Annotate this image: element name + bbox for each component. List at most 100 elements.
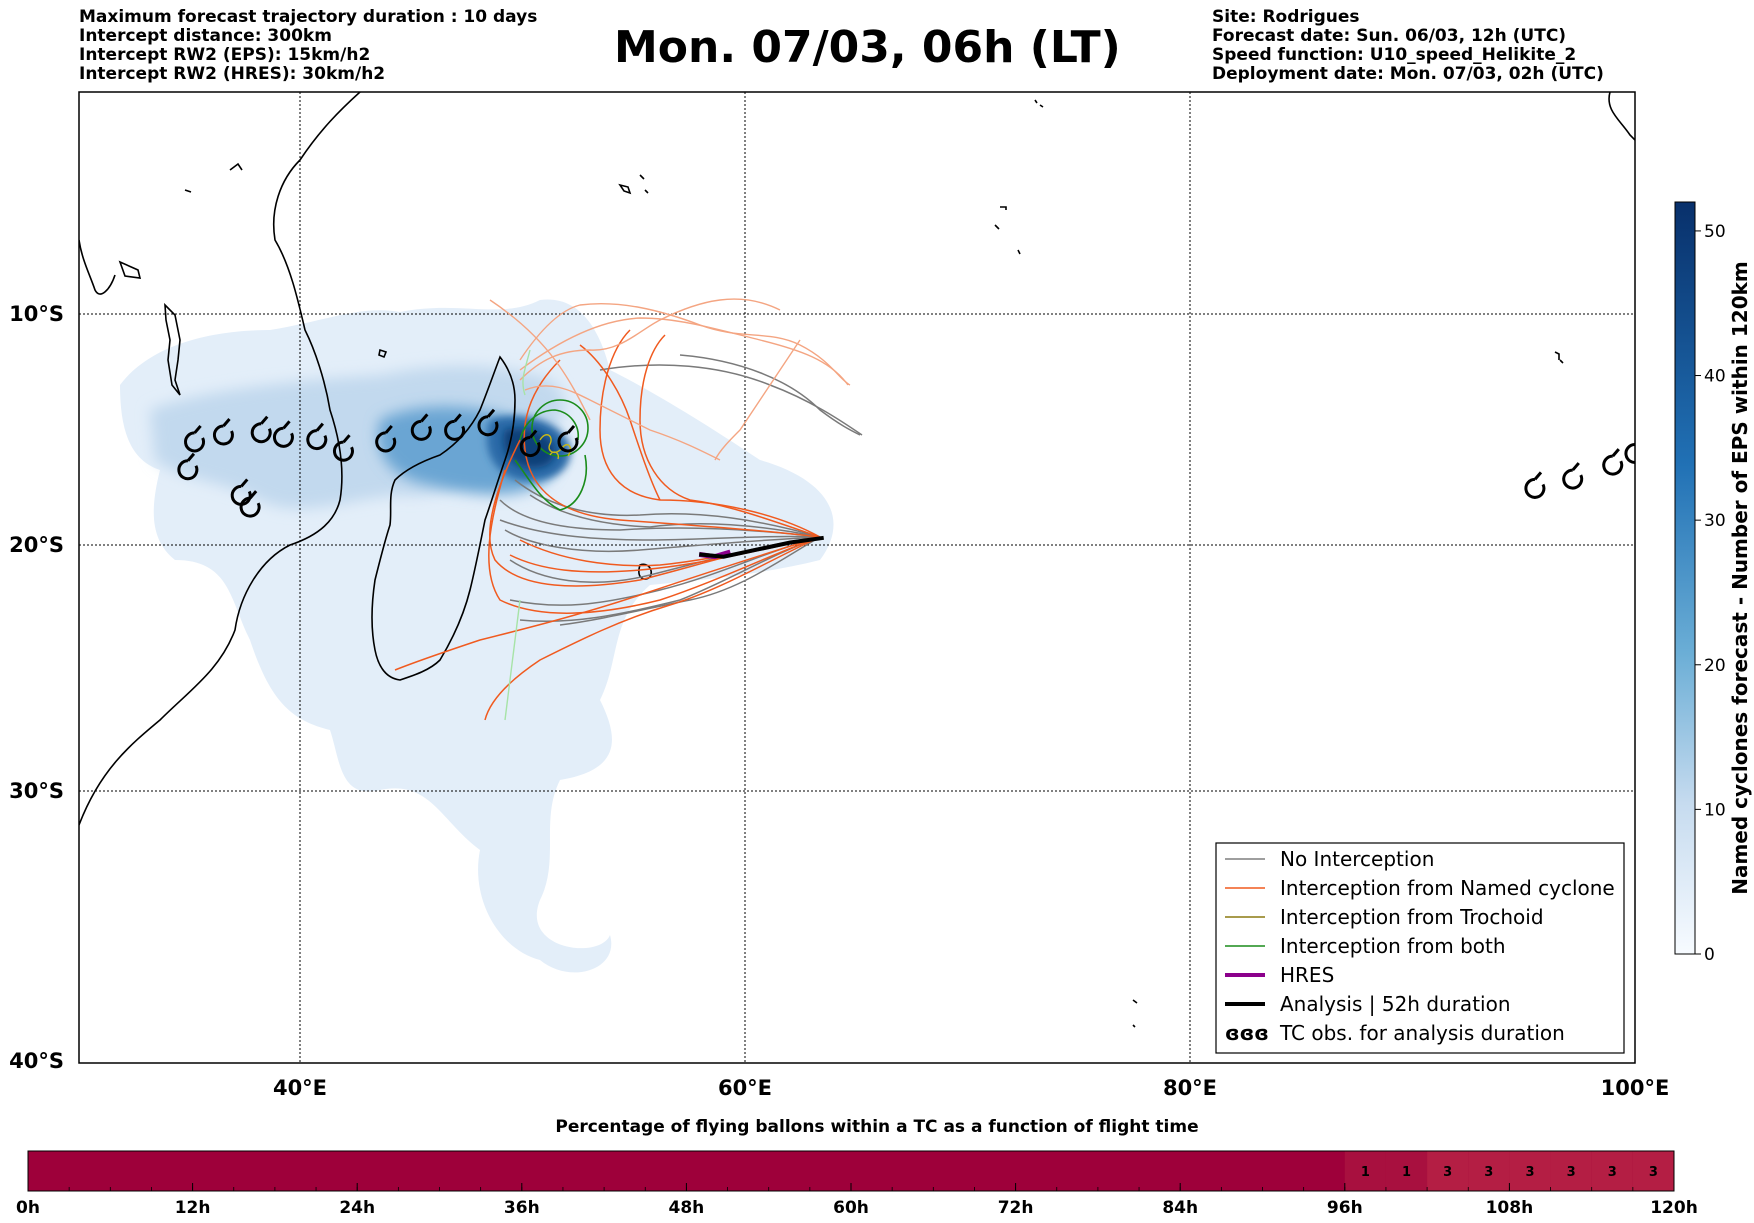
- cocos-islands: [1554, 351, 1564, 364]
- percentage-cell-label: 3: [1443, 1165, 1452, 1180]
- lat-label: 30°S: [9, 779, 64, 803]
- tc-obs-marker: [477, 408, 499, 437]
- percentage-time-label: 36h: [504, 1198, 540, 1218]
- density-peak: [503, 428, 556, 468]
- legend-label: No Interception: [1280, 847, 1434, 871]
- percentage-cell: [1385, 1151, 1428, 1191]
- analysis-track: [699, 535, 824, 559]
- header-right-line: Speed function: U10_speed_Helikite_2: [1212, 45, 1577, 65]
- colorbar-tick-label: 30: [1704, 511, 1726, 531]
- percentage-bar-cells: 1 1 3 3 3 3 3 3: [1344, 1151, 1674, 1191]
- percentage-cell-label: 1: [1361, 1165, 1370, 1180]
- page-title: Mon. 07/03, 06h (LT): [614, 22, 1121, 73]
- legend-label: Interception from Named cyclone: [1280, 876, 1615, 900]
- percentage-time-label: 72h: [998, 1198, 1034, 1218]
- colorbar: [1674, 201, 1696, 955]
- header-left: Maximum forecast trajectory duration : 1…: [79, 8, 537, 84]
- colorbar-tick-label: 50: [1704, 222, 1726, 242]
- percentage-cell: [1468, 1151, 1510, 1191]
- tc-obs-marker: [332, 434, 354, 462]
- header-left-line: Intercept distance: 300km: [79, 26, 332, 46]
- trajectories-both: [514, 399, 589, 511]
- coastal-islands: [184, 162, 243, 193]
- lake-malawi: [164, 302, 181, 396]
- amsterdam-island: [1132, 999, 1138, 1028]
- lon-label: 40°E: [273, 1076, 327, 1100]
- percentage-cell-label: 3: [1567, 1165, 1576, 1180]
- legend-label: Analysis | 52h duration: [1280, 992, 1511, 1016]
- percentage-time-label: 120h: [1650, 1198, 1698, 1218]
- percentage-cell-label: 3: [1608, 1165, 1617, 1180]
- tc-obs-marker: [184, 424, 205, 453]
- legend-label: TC obs. for analysis duration: [1279, 1021, 1565, 1045]
- percentage-cell: [1344, 1151, 1386, 1191]
- percentage-bar-title: Percentage of flying ballons within a TC…: [555, 1117, 1199, 1137]
- tc-obs-marker: [1524, 471, 1546, 499]
- coastlines: [79, 92, 1635, 1028]
- lon-label: 80°E: [1163, 1076, 1217, 1100]
- legend-box: [1215, 842, 1625, 1054]
- map-frame: [78, 91, 1636, 1064]
- colorbar-tick-label: 10: [1704, 800, 1726, 820]
- tc-obs-marker: [1562, 462, 1584, 490]
- percentage-cell-label: 3: [1525, 1165, 1534, 1180]
- percentage-bar: 1 1 3 3 3 3 3 3 0h 12h 24h 36h 48h 60h 72h 84h 96h 108h 1…: [16, 1150, 1698, 1218]
- legend-label: Interception from both: [1280, 934, 1506, 958]
- zanzibar: [118, 260, 142, 279]
- header-left-line: Intercept RW2 (EPS): 15km/h2: [79, 45, 371, 65]
- lat-label: 40°S: [9, 1049, 64, 1073]
- trajectories-light-green: [504, 349, 531, 721]
- percentage-time-label: 12h: [175, 1198, 211, 1218]
- percentage-cell-label: 3: [1649, 1165, 1658, 1180]
- lat-label: 20°S: [9, 533, 64, 557]
- tc-obs-marker: [239, 490, 261, 518]
- percentage-time-label: 60h: [833, 1198, 869, 1218]
- gridlines: [79, 92, 1635, 1063]
- colorbar-tick-label: 0: [1704, 945, 1715, 965]
- header-left-line: Maximum forecast trajectory duration : 1…: [79, 7, 538, 27]
- colorbar-tick-label: 40: [1704, 367, 1726, 387]
- tc-obs-marker: [177, 452, 199, 481]
- comoros: [378, 348, 388, 359]
- percentage-cell-label: 1: [1402, 1165, 1411, 1180]
- tc-obs-marker: [444, 413, 466, 441]
- percentage-time-label: 108h: [1486, 1198, 1534, 1218]
- africa-coast: [79, 92, 361, 826]
- map-content: [79, 92, 1635, 1063]
- percentage-cell: [1591, 1151, 1633, 1191]
- trajectories-named-cyclone-light: [489, 298, 851, 461]
- percentage-cell-label: 3: [1484, 1165, 1493, 1180]
- sumatra-tip: [1608, 92, 1635, 141]
- legend-label: Interception from Trochoid: [1280, 905, 1544, 929]
- tc-obs-legend-icon: ɞɞɞ: [1225, 1021, 1269, 1045]
- legend-label: HRES: [1280, 963, 1334, 987]
- tc-obs-marker: [519, 429, 541, 457]
- percentage-time-label: 48h: [669, 1198, 705, 1218]
- tc-obs-marker: [410, 413, 432, 441]
- madagascar: [371, 355, 516, 681]
- tc-obs-marker: [272, 420, 294, 448]
- lon-label: 100°E: [1601, 1076, 1670, 1100]
- percentage-cell: [1427, 1151, 1469, 1191]
- header-right-line: Site: Rodrigues: [1212, 7, 1360, 27]
- header-right: Site: Rodrigues Forecast date: Sun. 06/0…: [1212, 8, 1604, 84]
- percentage-cell: [1550, 1151, 1592, 1191]
- maldives: [1034, 99, 1044, 108]
- header-right-line: Forecast date: Sun. 06/03, 12h (UTC): [1212, 26, 1567, 46]
- percentage-time-label: 96h: [1327, 1198, 1363, 1218]
- colorbar-ticks: 0 10 20 30 40 50: [1695, 222, 1726, 965]
- percentage-cell: [1509, 1151, 1551, 1191]
- tc-observations: [177, 408, 1635, 518]
- legend: No Interception Interception from Named …: [1215, 842, 1625, 1054]
- tc-obs-marker: [1602, 448, 1624, 476]
- percentage-time-label: 0h: [16, 1198, 40, 1218]
- lon-label: 60°E: [718, 1076, 772, 1100]
- lat-label: 10°S: [9, 302, 64, 326]
- percentage-cell: [1632, 1151, 1674, 1191]
- tc-obs-marker: [212, 418, 234, 446]
- header-right-line: Deployment date: Mon. 07/03, 02h (UTC): [1212, 64, 1604, 84]
- seychelles: [618, 174, 649, 195]
- percentage-time-label: 84h: [1162, 1198, 1198, 1218]
- colorbar-tick-label: 20: [1704, 656, 1726, 676]
